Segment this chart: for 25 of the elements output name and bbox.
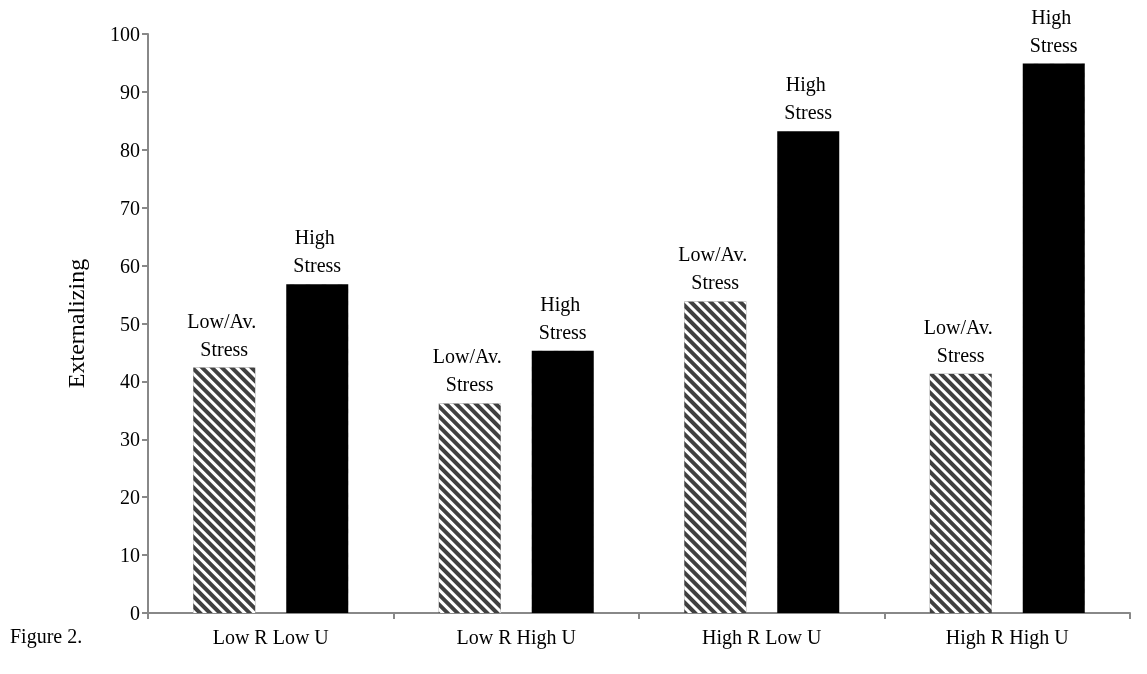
y-tick-label: 0	[130, 602, 140, 624]
series-label: High Stress	[293, 226, 342, 277]
text: High Stress	[784, 73, 833, 124]
y-tick-label: 80	[120, 138, 140, 161]
y-tick-label: 10	[120, 544, 140, 567]
y-tick-label: 40	[120, 370, 140, 393]
y-tick-label: 60	[120, 254, 140, 277]
text: High Stress	[538, 292, 587, 343]
series-label: Low/Av. Stress	[187, 309, 262, 360]
x-tick-label: High R High U	[945, 626, 1070, 649]
x-tick-label: Low R Low U	[212, 626, 330, 648]
text: Low/Av. Stress	[923, 315, 993, 366]
y-tick-label: 90	[120, 80, 140, 103]
text: Low/Av. Stress	[678, 243, 748, 294]
y-axis-title: Externalizing	[63, 258, 89, 389]
text: Low/Av. Stress	[432, 345, 502, 396]
y-tick-label: 20	[120, 486, 140, 509]
y-tick-label: 50	[120, 312, 140, 335]
x-tick-label: Low R High U	[456, 626, 577, 649]
y-tick-label: 30	[120, 428, 140, 451]
text: High Stress	[1029, 5, 1078, 56]
y-tick-label: 70	[120, 196, 140, 219]
y-tick-label: 100	[110, 23, 140, 45]
x-tick-label: High R Low U	[702, 626, 823, 649]
caption: Figure 2.	[10, 625, 83, 648]
